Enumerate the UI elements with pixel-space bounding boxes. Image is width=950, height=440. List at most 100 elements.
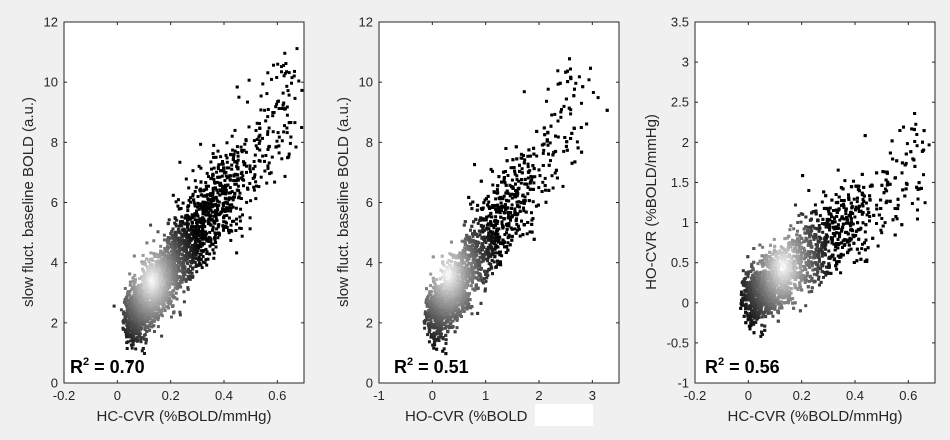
scatter-point xyxy=(200,221,204,225)
scatter-point xyxy=(129,322,133,326)
scatter-point xyxy=(192,256,196,260)
scatter-point xyxy=(441,285,445,289)
scatter-point xyxy=(443,326,447,330)
scatter-point xyxy=(486,256,490,260)
scatter-point xyxy=(161,297,165,301)
scatter-point xyxy=(190,220,194,224)
scatter-point xyxy=(247,125,251,129)
scatter-point xyxy=(249,170,252,174)
scatter-point xyxy=(496,232,500,236)
scatter-point xyxy=(515,217,518,221)
scatter-point xyxy=(180,220,184,223)
scatter-point xyxy=(208,205,212,209)
scatter-point xyxy=(182,277,186,281)
scatter-point xyxy=(169,244,173,248)
scatter-point xyxy=(221,192,225,196)
scatter-point xyxy=(267,126,271,130)
scatter-point xyxy=(156,318,160,322)
scatter-point xyxy=(287,121,291,125)
scatter-point xyxy=(287,71,291,75)
scatter-point xyxy=(128,283,132,287)
scatter-point xyxy=(162,259,166,263)
scatter-point xyxy=(485,269,489,273)
scatter-point xyxy=(230,190,234,194)
scatter-point xyxy=(486,203,490,207)
scatter-point xyxy=(232,219,236,223)
scatter-point xyxy=(473,242,477,245)
scatter-point xyxy=(425,315,428,319)
scatter-point xyxy=(477,274,481,278)
scatter-point xyxy=(126,340,130,344)
scatter-point xyxy=(169,274,173,278)
scatter-point xyxy=(218,184,222,188)
scatter-point xyxy=(171,260,175,264)
scatter-point xyxy=(271,130,275,134)
scatter-point xyxy=(212,166,216,170)
scatter-point xyxy=(455,292,458,296)
scatter-point xyxy=(179,279,183,283)
scatter-point xyxy=(479,223,483,227)
scatter-point xyxy=(186,227,190,231)
scatter-point xyxy=(535,129,539,133)
scatter-point xyxy=(560,108,563,112)
scatter-point xyxy=(425,313,429,317)
scatter-point xyxy=(166,221,170,225)
scatter-point xyxy=(255,146,259,150)
scatter-point xyxy=(168,302,172,306)
scatter-point xyxy=(156,305,160,309)
scatter-point xyxy=(483,269,486,273)
scatter-point xyxy=(145,294,149,298)
scatter-point xyxy=(125,304,128,308)
scatter-point xyxy=(236,165,240,169)
scatter-point xyxy=(175,242,179,246)
scatter-point xyxy=(216,191,220,195)
scatter-point xyxy=(172,279,176,283)
scatter-point xyxy=(519,156,523,160)
scatter-point xyxy=(166,241,170,245)
scatter-point xyxy=(204,184,208,188)
scatter-point xyxy=(143,352,146,355)
scatter-point xyxy=(518,205,521,209)
scatter-point xyxy=(209,223,213,227)
scatter-point xyxy=(135,336,139,340)
scatter-point xyxy=(442,283,446,287)
scatter-point xyxy=(467,238,470,242)
scatter-point xyxy=(212,256,216,260)
scatter-point xyxy=(182,262,185,266)
scatter-point xyxy=(133,307,137,311)
scatter-point xyxy=(503,170,507,173)
scatter-point xyxy=(227,166,231,170)
scatter-point xyxy=(289,135,293,139)
scatter-point xyxy=(164,297,168,301)
scatter-point xyxy=(227,196,231,200)
scatter-point xyxy=(555,176,559,180)
scatter-point xyxy=(468,262,472,265)
scatter-point xyxy=(194,265,198,268)
x-tick-label: 0.6 xyxy=(268,388,286,403)
scatter-point xyxy=(293,96,297,100)
scatter-point xyxy=(494,197,498,201)
scatter-point xyxy=(476,240,480,244)
scatter-point xyxy=(161,268,165,272)
scatter-point xyxy=(189,248,193,252)
scatter-point xyxy=(211,152,215,156)
scatter-point xyxy=(266,71,270,75)
scatter-point xyxy=(209,160,213,164)
y-tick-label: 12 xyxy=(44,15,58,30)
scatter-point xyxy=(519,152,523,156)
scatter-point xyxy=(187,236,191,240)
scatter-point xyxy=(517,227,521,231)
scatter-point xyxy=(461,301,465,305)
scatter-point xyxy=(429,335,433,339)
scatter-point xyxy=(131,324,135,328)
scatter-point xyxy=(558,81,562,85)
scatter-point xyxy=(150,300,154,304)
scatter-point xyxy=(139,293,143,297)
scatter-point xyxy=(166,238,170,242)
scatter-point xyxy=(146,313,150,317)
scatter-point xyxy=(236,151,240,155)
scatter-point xyxy=(145,265,149,269)
scatter-point xyxy=(506,236,510,240)
